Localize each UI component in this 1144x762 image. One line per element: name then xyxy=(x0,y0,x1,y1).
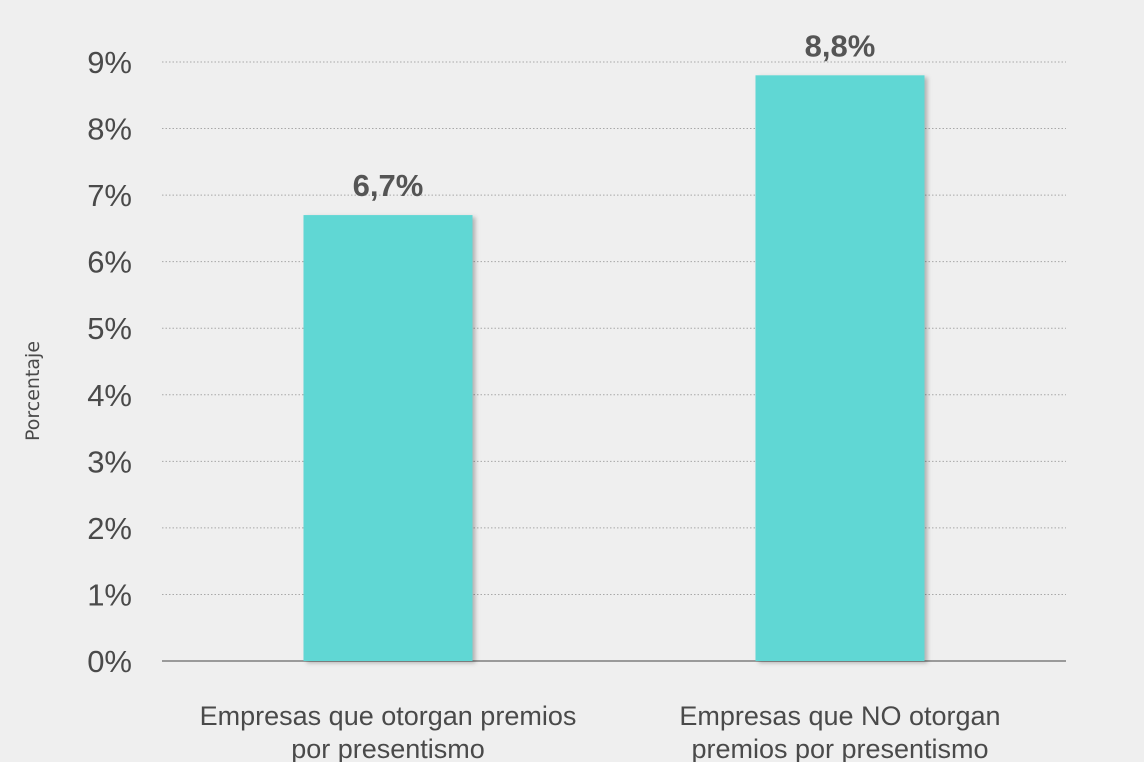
bar xyxy=(303,215,473,662)
y-tick-label: 2% xyxy=(87,511,132,546)
x-tick-label-line: Empresas que otorgan premios xyxy=(200,701,577,731)
data-label: 6,7% xyxy=(353,168,424,203)
y-tick-label: 4% xyxy=(87,378,132,413)
bars xyxy=(303,75,925,662)
data-labels: 6,7% 8,8% xyxy=(353,28,876,203)
x-axis: Empresas que otorgan premios por presenti… xyxy=(200,701,1001,762)
x-tick-label: Empresas que otorgan premios por presenti… xyxy=(200,701,577,762)
y-tick-label: 8% xyxy=(87,112,132,147)
x-tick-label-line: premios por presentismo xyxy=(691,734,988,762)
x-tick-label-line: Empresas que NO otorgan xyxy=(679,701,1000,731)
y-tick-label: 0% xyxy=(87,644,132,679)
bar xyxy=(755,75,925,662)
y-tick-label: 1% xyxy=(87,577,132,612)
data-label: 8,8% xyxy=(805,28,876,63)
gridlines xyxy=(162,61,1066,595)
y-tick-label: 5% xyxy=(87,311,132,346)
y-axis-title: Porcentaje xyxy=(22,341,44,441)
x-tick-label-line: por presentismo xyxy=(291,734,485,762)
y-tick-label: 3% xyxy=(87,444,132,479)
y-tick-label: 7% xyxy=(87,178,132,213)
y-axis: 0% 1% 2% 3% 4% 5% 6% 7% 8% 9% xyxy=(87,45,1066,679)
y-tick-label: 6% xyxy=(87,245,132,280)
y-tick-label: 9% xyxy=(87,45,132,80)
x-tick-label: Empresas que NO otorgan premios por prese… xyxy=(679,701,1000,762)
